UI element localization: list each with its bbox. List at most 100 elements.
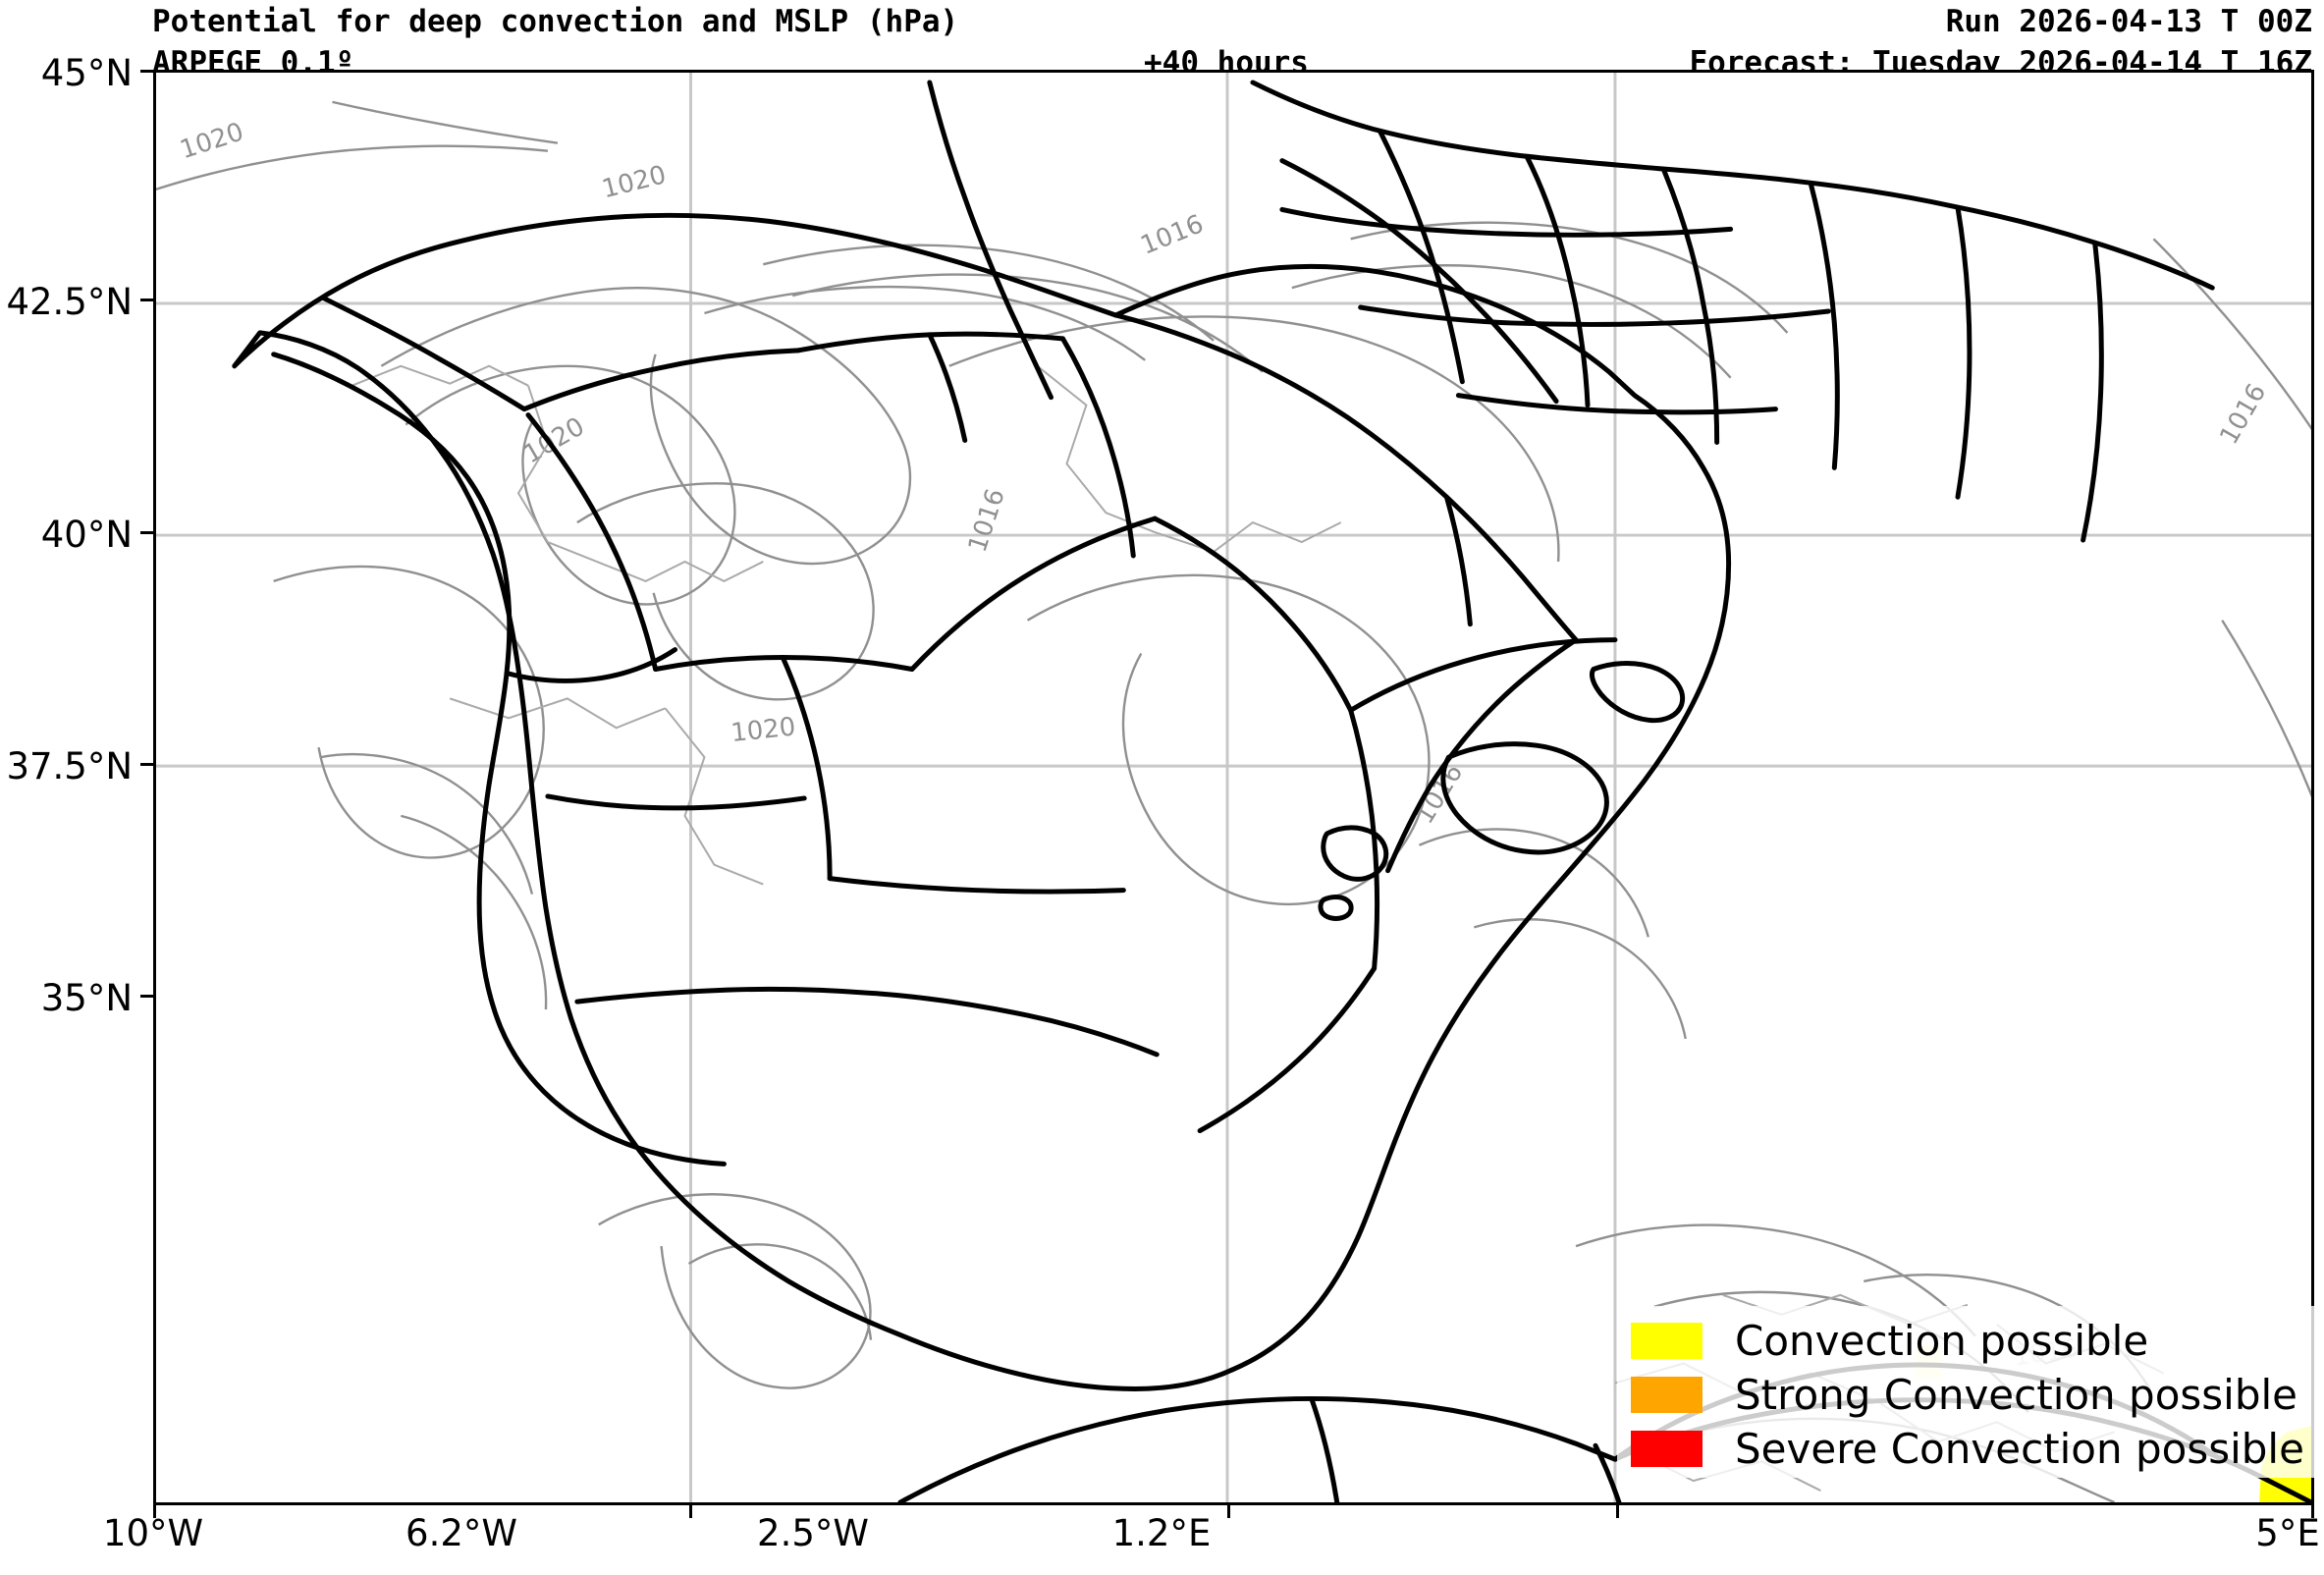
admin-line-4	[449, 697, 666, 730]
island-mallorca	[1440, 741, 1609, 855]
map-plot-area[interactable]: 1020 1020 1020 1020 1016 1016 1016 1016 …	[153, 70, 2314, 1505]
x-tick-label-1-2e: 1.2°E	[1111, 1512, 1212, 1554]
border-asturias	[521, 348, 801, 412]
x-tick-label-6-2w: 6.2°W	[405, 1512, 517, 1554]
isobar-label-1020-mid: 1020	[518, 412, 589, 470]
border-france-dept-2	[1524, 154, 1591, 408]
grid-lines	[156, 73, 2311, 1502]
admin-line-1	[351, 364, 529, 387]
border-algeria-inland	[1593, 1442, 1622, 1502]
isobar-1020-nw	[156, 144, 549, 190]
isobar-1016-far-e	[2152, 238, 2311, 431]
border-murcia	[1197, 965, 1378, 1134]
border-valencia	[1348, 707, 1380, 971]
isobar-label-1020-central: 1020	[599, 160, 669, 204]
border-morocco-algeria	[1309, 1395, 1340, 1502]
legend-item-convection-possible: Convection possible	[1631, 1314, 2304, 1368]
legend-label-severe-convection: Severe Convection possible	[1735, 1424, 2304, 1473]
coastline-catalonia	[1385, 637, 1579, 874]
isobar-1016-catal	[1419, 828, 1649, 938]
admin-line-2	[516, 385, 598, 563]
x-tick-mark-1-2e	[1616, 1505, 1619, 1518]
border-cataluna	[1348, 637, 1618, 713]
isobar-labels: 1020 1020 1020 1020 1016 1016 1016 1016 …	[177, 117, 2272, 1372]
isobar-label-1020-nw: 1020	[177, 117, 247, 165]
island-formentera	[1318, 895, 1354, 921]
x-tick-mark-10w	[153, 1505, 156, 1518]
isobar-label-1020-south: 1020	[730, 712, 797, 748]
border-france-dept-8	[1358, 304, 1831, 327]
isobar-1020-s1	[320, 752, 534, 895]
island-ibiza	[1321, 825, 1389, 882]
border-france-dept-3	[1661, 168, 1720, 445]
border-castilla-n	[525, 412, 659, 672]
admin-line-3	[596, 560, 764, 582]
y-tick-label-42-5n: 42.5°N	[6, 281, 133, 323]
border-navarra	[1059, 336, 1136, 559]
border-france-spain	[1112, 312, 1579, 643]
x-tick-label-10w: 10°W	[102, 1512, 204, 1554]
island-menorca	[1589, 661, 1686, 724]
isobar-label-1016-far-e: 1016	[2214, 379, 2272, 450]
legend-swatch-yellow	[1631, 1323, 1702, 1359]
isobar-1020-e	[704, 285, 1146, 361]
y-tick-label-40n: 40°N	[40, 514, 133, 556]
admin-line-6	[1036, 364, 1156, 533]
y-tick-mark-37-5n	[140, 763, 153, 766]
isobar-1020-mid	[576, 482, 875, 701]
x-tick-label-5e: 5°E	[2255, 1512, 2320, 1554]
border-france-dept-4	[1808, 182, 1840, 470]
border-madrid	[780, 655, 833, 882]
x-tick-mark-2-5w	[1227, 1505, 1230, 1518]
admin-line-5	[664, 707, 764, 886]
border-rioja	[927, 332, 968, 443]
border-france-north	[1250, 80, 2215, 291]
map-canvas: 1020 1020 1020 1020 1016 1016 1016 1016 …	[156, 73, 2311, 1502]
mslp-isobars	[156, 100, 2311, 1502]
x-tick-mark-5e	[2311, 1505, 2314, 1518]
run-timestamp: Run 2026-04-13 T 00Z	[1945, 4, 2312, 39]
y-tick-mark-42-5n	[140, 299, 153, 301]
legend-swatch-red	[1631, 1431, 1702, 1467]
border-france-dept-5	[1955, 204, 1973, 500]
y-tick-mark-40n	[140, 531, 153, 534]
border-france-dept-6	[2081, 240, 2104, 543]
header-row-top: Potential for deep convection and MSLP (…	[152, 4, 2322, 45]
border-extremadura	[545, 793, 807, 811]
border-france-dept-7	[1279, 206, 1734, 238]
border-galicia	[320, 295, 527, 412]
border-france-mid	[1279, 158, 1559, 405]
border-aragon-e	[1152, 516, 1354, 713]
x-tick-mark-6-2w	[689, 1505, 692, 1518]
border-aragon-cat	[1443, 494, 1473, 627]
legend-item-strong-convection: Strong Convection possible	[1631, 1368, 2304, 1422]
y-tick-label-37-5n: 37.5°N	[6, 745, 133, 788]
convection-legend: Convection possible Strong Convection po…	[1617, 1306, 2314, 1478]
isobar-label-1016-valen: 1016	[963, 485, 1011, 556]
legend-label-strong-convection: Strong Convection possible	[1735, 1370, 2297, 1419]
admin-line-7	[1154, 520, 1342, 554]
isobar-1020-south-b	[687, 1243, 873, 1340]
border-aragon-w	[909, 516, 1158, 672]
isobar-1020-north	[332, 100, 559, 144]
isobar-1020-ne	[791, 273, 1264, 373]
map-title: Potential for deep convection and MSLP (…	[152, 4, 959, 39]
legend-item-severe-convection: Severe Convection possible	[1631, 1422, 2304, 1476]
isobar-1016-bal	[1473, 918, 1687, 1040]
isobar-1020-sw	[273, 565, 545, 859]
legend-swatch-orange	[1631, 1377, 1702, 1413]
coastlines-and-borders	[232, 80, 2311, 1502]
isobar-1016-far-e2	[2221, 620, 2311, 798]
border-portugal-spain	[271, 352, 727, 1167]
isobar-1016-e-loop	[1026, 573, 1431, 906]
isobar-label-1016-pyr: 1016	[1137, 209, 1208, 260]
isobar-1020-s2	[401, 814, 548, 1010]
coastline-biscay	[927, 80, 1054, 401]
y-tick-mark-35n	[140, 995, 153, 998]
isobar-1016-se	[1575, 1223, 1976, 1337]
y-tick-label-45n: 45°N	[40, 52, 133, 94]
border-france-dept-1	[1378, 129, 1465, 385]
legend-label-convection-possible: Convection possible	[1735, 1316, 2149, 1365]
border-france-dept-9	[1455, 393, 1778, 415]
border-andalucia-n	[574, 986, 1160, 1058]
